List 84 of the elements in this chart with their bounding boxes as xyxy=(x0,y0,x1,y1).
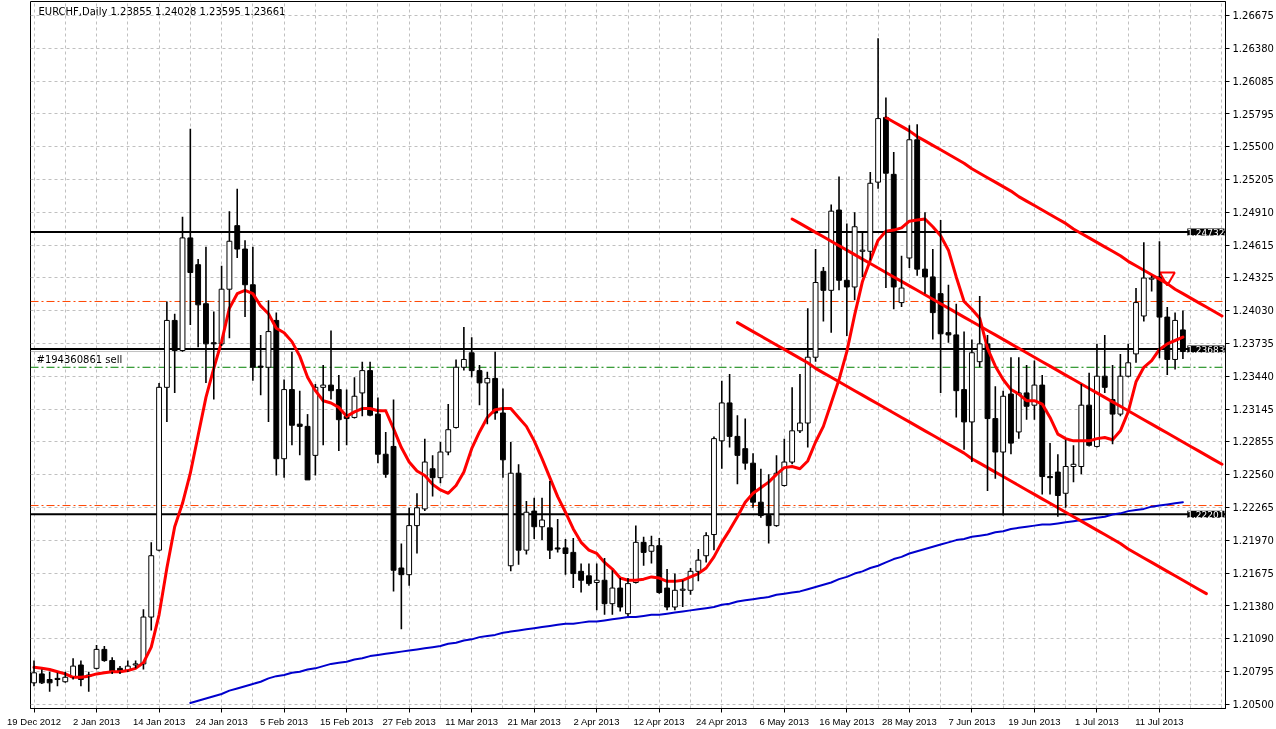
x-tick-label: 2 Apr 2013 xyxy=(573,715,620,727)
y-tick-label: 1.23145 xyxy=(1232,404,1274,416)
candlestick xyxy=(320,364,327,447)
x-tick-label: 11 Mar 2013 xyxy=(445,715,499,727)
candlestick xyxy=(367,360,374,416)
y-tick-label: 1.26085 xyxy=(1232,76,1274,88)
candlestick xyxy=(625,577,631,617)
ref-line-label: 1.22201 xyxy=(1187,509,1225,520)
candlestick xyxy=(875,37,882,190)
candlestick xyxy=(453,358,459,428)
candlestick xyxy=(492,350,499,421)
candlestick xyxy=(1140,241,1147,323)
candlestick xyxy=(742,417,749,471)
candlestick xyxy=(242,239,248,318)
y-tick-label: 1.21380 xyxy=(1232,600,1274,612)
y-tick-label: 1.21675 xyxy=(1232,568,1274,580)
candlestick xyxy=(617,577,624,613)
candlestick xyxy=(586,562,592,587)
line-series xyxy=(189,501,1184,704)
chart-title: EURCHF,Daily 1.23855 1.24028 1.23595 1.23661 xyxy=(38,5,286,17)
x-tick-label: 1 Jul 2013 xyxy=(1075,715,1119,727)
candlestick xyxy=(703,531,710,564)
y-tick-label: 1.25205 xyxy=(1232,174,1274,186)
y-tick-label: 1.21970 xyxy=(1232,535,1274,547)
candlestick xyxy=(664,568,670,612)
candlestick xyxy=(500,387,506,479)
y-tick-label: 1.25500 xyxy=(1232,141,1274,153)
x-tick-label: 21 Mar 2013 xyxy=(507,715,561,727)
x-tick-label: 12 Apr 2013 xyxy=(633,715,685,727)
candlestick xyxy=(797,373,803,434)
candlestick xyxy=(1015,356,1022,440)
ref-line-label: #194360861 sell xyxy=(36,354,123,366)
x-tick-label: 6 May 2013 xyxy=(759,715,810,727)
candlestick xyxy=(1008,356,1014,456)
ref-line-label: 1.23683 xyxy=(1187,344,1225,355)
x-tick-label: 5 Feb 2013 xyxy=(260,715,309,727)
candlestick xyxy=(789,386,796,466)
candlestick xyxy=(929,248,936,341)
y-tick-label: 1.25795 xyxy=(1232,108,1274,120)
y-tick-label: 1.20795 xyxy=(1232,666,1274,678)
x-tick-label: 19 Dec 2012 xyxy=(7,715,61,727)
candlestick xyxy=(38,668,45,684)
candlestick xyxy=(359,360,366,418)
y-tick-label: 1.22855 xyxy=(1232,436,1274,448)
candlestick xyxy=(1086,372,1093,446)
candlestick xyxy=(374,396,381,464)
y-tick-label: 1.23440 xyxy=(1232,371,1274,383)
x-tick-label: 11 Jul 2013 xyxy=(1135,715,1184,727)
y-tick-label: 1.26675 xyxy=(1232,10,1274,22)
candlestick xyxy=(289,350,295,447)
y-tick-label: 1.26380 xyxy=(1232,43,1274,55)
candlestick xyxy=(1039,374,1046,496)
x-tick-label: 24 Jan 2013 xyxy=(195,715,248,727)
candlestick xyxy=(750,452,756,509)
candlestick xyxy=(148,541,155,632)
x-tick-label: 14 Jan 2013 xyxy=(132,715,186,727)
y-tick-label: 1.23735 xyxy=(1232,338,1274,350)
candlestick xyxy=(578,562,585,594)
candlestick xyxy=(632,524,639,583)
x-tick-label: 15 Feb 2013 xyxy=(319,715,374,727)
ref-line-label: 1.24732 xyxy=(1187,227,1225,238)
y-tick-label: 1.24910 xyxy=(1232,207,1274,219)
candlestick xyxy=(281,378,288,479)
x-tick-label: 2 Jan 2013 xyxy=(73,715,121,727)
x-tick-label: 27 Feb 2013 xyxy=(382,715,436,727)
candlestick xyxy=(898,254,905,308)
candlestick xyxy=(718,379,725,470)
y-tick-label: 1.22265 xyxy=(1232,502,1274,514)
x-tick-label: 16 May 2013 xyxy=(819,715,875,727)
y-tick-label: 1.22560 xyxy=(1232,469,1274,481)
line-series xyxy=(884,115,1224,318)
y-tick-label: 1.21090 xyxy=(1232,633,1274,645)
y-tick-label: 1.24030 xyxy=(1232,305,1274,317)
candlestick xyxy=(671,572,678,612)
x-tick-label: 19 Jun 2013 xyxy=(1008,715,1061,727)
candlestick xyxy=(421,437,428,512)
candlestick xyxy=(1047,442,1053,496)
candlestick xyxy=(445,403,452,457)
x-tick-label: 7 Jun 2013 xyxy=(948,715,996,727)
y-tick-label: 1.24615 xyxy=(1232,240,1274,252)
x-tick-label: 24 Apr 2013 xyxy=(695,715,748,727)
x-tick-label: 28 May 2013 xyxy=(881,715,937,727)
y-tick-label: 1.20500 xyxy=(1232,699,1274,711)
y-tick-label: 1.24325 xyxy=(1232,272,1274,284)
